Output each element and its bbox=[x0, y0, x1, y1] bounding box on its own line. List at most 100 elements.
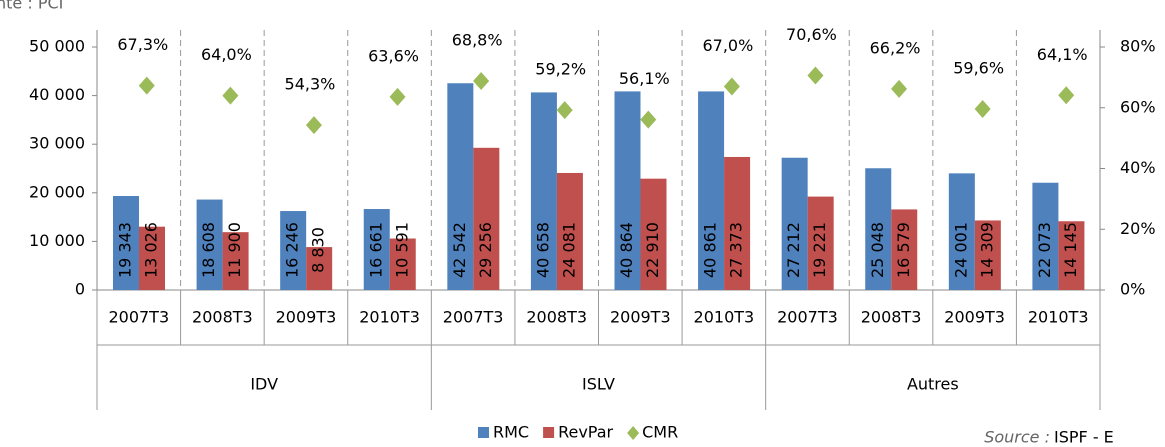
data-label: 14 145 bbox=[1061, 222, 1080, 278]
x-tick-label: 2009T3 bbox=[276, 308, 337, 327]
bar bbox=[363, 209, 390, 290]
data-label: 40 864 bbox=[617, 222, 636, 278]
data-label: 22 910 bbox=[643, 222, 662, 278]
bar bbox=[530, 92, 557, 290]
bar bbox=[280, 211, 307, 290]
y2-tick-label: 0% bbox=[1120, 280, 1145, 299]
data-label: 59,6% bbox=[953, 58, 1004, 77]
data-label: 29 256 bbox=[476, 222, 495, 278]
bar bbox=[473, 147, 500, 290]
x-tick-label: 2009T3 bbox=[944, 308, 1005, 327]
marker bbox=[1058, 86, 1075, 105]
data-label: 16 579 bbox=[894, 222, 913, 278]
legend-label: RMC bbox=[493, 423, 529, 442]
data-label: 13 026 bbox=[142, 222, 161, 278]
x-tick-label: 2010T3 bbox=[359, 308, 420, 327]
bar bbox=[974, 220, 1001, 290]
data-label: 25 048 bbox=[868, 222, 887, 278]
bar bbox=[222, 232, 249, 290]
y-tick-label: 40 000 bbox=[29, 85, 85, 104]
y2-tick-label: 60% bbox=[1120, 97, 1156, 116]
data-label: 67,3% bbox=[117, 35, 168, 54]
data-label: 64,1% bbox=[1037, 45, 1088, 64]
legend-swatch bbox=[627, 426, 640, 440]
data-label: 70,6% bbox=[786, 25, 837, 44]
bar bbox=[306, 247, 333, 290]
data-label: 24 001 bbox=[951, 222, 970, 278]
source-label: Source : bbox=[984, 428, 1050, 447]
marker bbox=[723, 77, 740, 96]
unit-note: nte : PCI bbox=[0, 0, 63, 13]
data-label: 14 309 bbox=[977, 222, 996, 278]
marker bbox=[473, 72, 490, 91]
data-label: 40 861 bbox=[701, 222, 720, 278]
bar bbox=[724, 156, 751, 290]
y2-tick-label: 40% bbox=[1120, 158, 1156, 177]
group-label: Autres bbox=[907, 375, 959, 394]
bar bbox=[196, 199, 223, 290]
data-label: 56,1% bbox=[619, 69, 670, 88]
marker bbox=[640, 110, 657, 129]
y-tick-label: 10 000 bbox=[29, 231, 85, 250]
x-tick-label: 2008T3 bbox=[861, 308, 922, 327]
marker bbox=[305, 116, 322, 135]
data-label: 16 661 bbox=[366, 222, 385, 278]
bar bbox=[1058, 221, 1085, 290]
bar bbox=[807, 196, 834, 290]
data-label: 64,0% bbox=[201, 45, 252, 64]
marker bbox=[389, 87, 406, 106]
data-label: 59,2% bbox=[535, 60, 586, 79]
data-label: 42 542 bbox=[450, 222, 469, 278]
data-label: 11 900 bbox=[225, 222, 244, 278]
data-label: 27 373 bbox=[727, 222, 746, 278]
data-label: 16 246 bbox=[283, 222, 302, 278]
data-label: 27 212 bbox=[784, 222, 803, 278]
data-label: 40 658 bbox=[533, 222, 552, 278]
bar bbox=[640, 178, 667, 290]
data-label: 54,3% bbox=[285, 75, 336, 94]
bar bbox=[447, 83, 474, 290]
x-tick-label: 2007T3 bbox=[777, 308, 838, 327]
y2-tick-label: 20% bbox=[1120, 219, 1156, 238]
y-tick-label: 0 bbox=[75, 280, 85, 299]
x-tick-label: 2008T3 bbox=[526, 308, 587, 327]
bar bbox=[698, 91, 725, 290]
group-label: IDV bbox=[250, 375, 278, 394]
y-tick-label: 30 000 bbox=[29, 134, 85, 153]
bar bbox=[891, 209, 918, 290]
data-label: 66,2% bbox=[870, 38, 921, 57]
x-tick-label: 2010T3 bbox=[694, 308, 755, 327]
bar bbox=[614, 91, 641, 290]
y-tick-label: 50 000 bbox=[29, 37, 85, 56]
bar bbox=[113, 195, 139, 290]
marker bbox=[222, 86, 239, 105]
marker bbox=[974, 99, 991, 118]
legend-label: RevPar bbox=[558, 423, 613, 442]
marker bbox=[556, 101, 573, 120]
data-label: 67,0% bbox=[702, 36, 753, 55]
data-label: 22 073 bbox=[1035, 222, 1054, 278]
x-tick-label: 2008T3 bbox=[192, 308, 253, 327]
bar bbox=[781, 157, 808, 290]
y2-tick-label: 80% bbox=[1120, 37, 1156, 56]
legend-swatch bbox=[478, 427, 489, 438]
data-label: 24 081 bbox=[559, 222, 578, 278]
data-label: 19 221 bbox=[810, 222, 829, 278]
x-tick-label: 2007T3 bbox=[108, 308, 169, 327]
data-label: 19 343 bbox=[116, 222, 135, 278]
data-label: 68,8% bbox=[452, 31, 503, 50]
x-tick-label: 2007T3 bbox=[443, 308, 504, 327]
x-tick-label: 2010T3 bbox=[1028, 308, 1089, 327]
bar bbox=[139, 226, 165, 290]
y-tick-label: 20 000 bbox=[29, 182, 85, 201]
data-label: 63,6% bbox=[368, 46, 419, 65]
bar bbox=[948, 173, 975, 290]
data-label: 18 608 bbox=[199, 222, 218, 278]
data-label: 10 591 bbox=[392, 222, 411, 278]
marker bbox=[138, 76, 155, 95]
marker bbox=[891, 79, 908, 98]
bar bbox=[865, 168, 892, 290]
data-label: 8 830 bbox=[309, 227, 328, 273]
source: ISPF - E bbox=[1054, 428, 1114, 447]
